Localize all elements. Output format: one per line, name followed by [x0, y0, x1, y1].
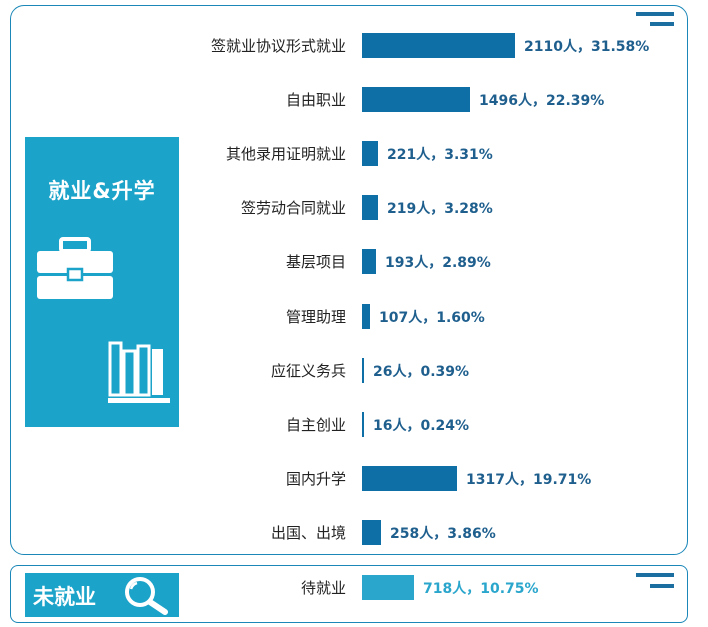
- bar: [362, 248, 376, 274]
- value-label: 26人，0.39%: [373, 364, 470, 380]
- category-label: 其他录用证明就业: [225, 145, 346, 163]
- decor-line: [650, 22, 674, 26]
- books-icon: [108, 341, 170, 403]
- bar: [362, 140, 378, 166]
- value-label: 107人，1.60%: [379, 310, 485, 326]
- value-label: 258人，3.86%: [390, 526, 496, 542]
- value-label: 1317人，19.71%: [466, 472, 592, 488]
- bar: [362, 465, 457, 491]
- value-label: 193人，2.89%: [385, 255, 491, 271]
- decor-line: [650, 584, 674, 588]
- category-label: 基层项目: [285, 253, 346, 271]
- bar: [362, 411, 364, 437]
- unemployed-panel-title: 未就业: [33, 585, 96, 609]
- value-label: 1496人，22.39%: [479, 93, 605, 109]
- unemployed-frame: [10, 565, 688, 623]
- employment-panel-title: 就业&升学: [48, 179, 156, 203]
- category-label: 自主创业: [285, 416, 346, 434]
- employment-panel: 就业&升学: [25, 137, 179, 427]
- bar: [362, 519, 381, 545]
- bar: [362, 574, 414, 600]
- category-label: 应征义务兵: [270, 362, 346, 380]
- unemployed-panel: 未就业: [25, 573, 179, 617]
- bar: [362, 303, 370, 329]
- value-label: 2110人，31.58%: [524, 39, 650, 55]
- briefcase-icon: [37, 237, 113, 299]
- bar: [362, 32, 515, 58]
- category-label: 国内升学: [285, 470, 346, 488]
- category-label: 待就业: [300, 579, 346, 597]
- employment-frame: [10, 5, 688, 555]
- magnifier-icon: [125, 577, 168, 615]
- value-label: 718人，10.75%: [423, 581, 539, 597]
- category-label: 自由职业: [285, 91, 346, 109]
- bar: [362, 194, 378, 220]
- decor-line: [636, 12, 674, 16]
- category-label: 签劳动合同就业: [240, 199, 346, 217]
- category-label: 出国、出境: [270, 524, 346, 542]
- value-label: 219人，3.28%: [387, 201, 493, 217]
- value-label: 16人，0.24%: [373, 418, 470, 434]
- decor-line: [636, 573, 674, 577]
- category-label: 签就业协议形式就业: [210, 37, 346, 55]
- bar: [362, 86, 470, 112]
- value-label: 221人，3.31%: [387, 147, 493, 163]
- bar: [362, 357, 364, 383]
- category-label: 管理助理: [285, 308, 346, 326]
